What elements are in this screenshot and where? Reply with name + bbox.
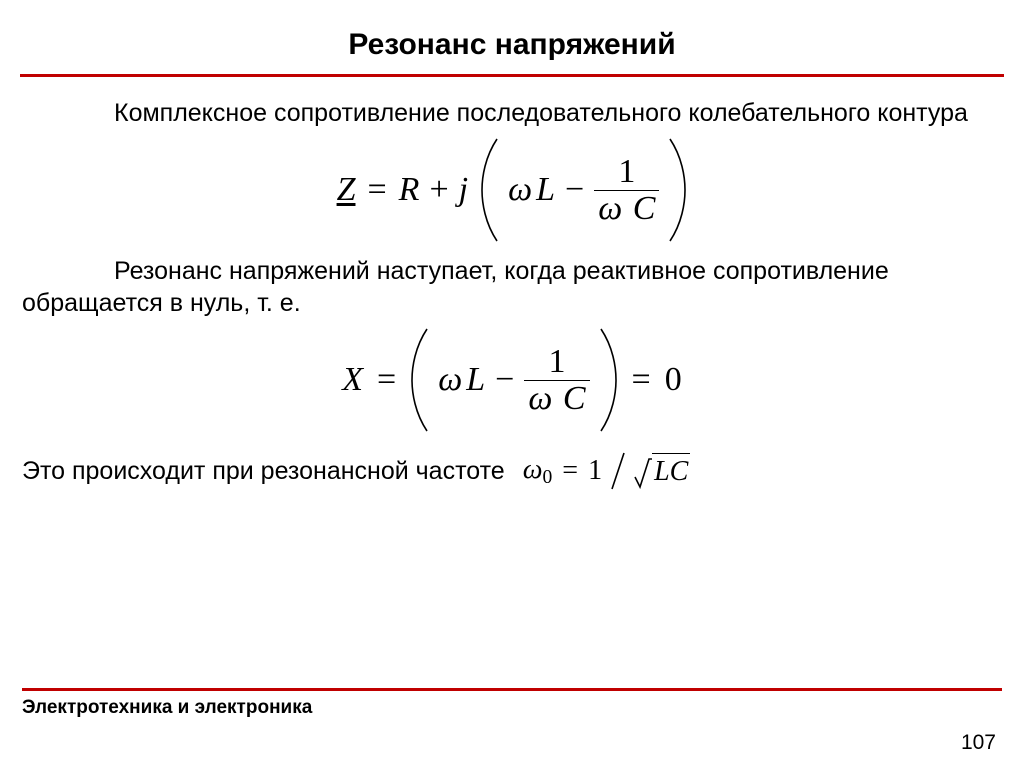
bottom-divider (22, 688, 1002, 691)
paragraph-3: Это происходит при резонансной частоте (22, 455, 505, 487)
eq2-zero: 0 (665, 358, 682, 402)
eq3-slash (608, 451, 628, 491)
eq1-omega1: ω (508, 168, 532, 212)
content-area: Комплексное сопротивление последовательн… (0, 77, 1024, 491)
eq1-minus: − (565, 168, 584, 212)
eq2-omega1: ω (438, 358, 462, 402)
eq1-L: L (536, 168, 555, 212)
eq3-num1: 1 (588, 453, 602, 489)
eq1-R: R (399, 168, 420, 212)
eq1-close-paren (665, 137, 687, 243)
page-title: Резонанс напряжений (0, 0, 1024, 74)
eq3-equals: = (562, 453, 578, 489)
eq2-equals-2: = (632, 358, 651, 402)
eq1-open-paren (480, 137, 502, 243)
eq1-equals: = (367, 168, 386, 212)
equation-1: Z = R + j ω L − 1 ω (22, 137, 1002, 243)
eq2-fraction: 1 ω C (524, 344, 589, 416)
last-line: Это происходит при резонансной частоте ω… (22, 451, 1002, 491)
eq1-num: 1 (594, 154, 659, 190)
paragraph-2: Резонанс напряжений наступает, когда реа… (22, 255, 1002, 319)
eq1-plus: + (429, 168, 448, 212)
eq3-sub0: 0 (542, 467, 552, 488)
eq2-C: C (563, 380, 586, 417)
footer-area: Электротехника и электроника (22, 688, 1002, 719)
footer-text: Электротехника и электроника (22, 697, 1002, 719)
page-number: 107 (961, 731, 996, 755)
paragraph-1: Комплексное сопротивление последовательн… (22, 97, 1002, 129)
eq2-minus: − (495, 358, 514, 402)
equation-2: X = ω L − 1 ω C (22, 327, 1002, 433)
eq3-L: L (654, 456, 670, 487)
eq3-sqrt: LC (634, 453, 690, 490)
eq1-j: j (459, 168, 468, 212)
eq2-omega2: ω (528, 380, 552, 417)
equation-3: ω0 = 1 LC (523, 451, 691, 491)
eq2-equals-1: = (377, 358, 396, 402)
eq2-open-paren (410, 327, 432, 433)
eq1-C: C (633, 190, 656, 227)
eq2-X: X (342, 358, 363, 402)
eq1-omega2: ω (598, 190, 622, 227)
eq2-num: 1 (524, 344, 589, 380)
eq1-Z: Z (337, 168, 356, 212)
eq3-omega: ω (523, 454, 543, 485)
eq1-fraction: 1 ω C (594, 154, 659, 226)
eq3-C: C (670, 456, 689, 487)
eq2-close-paren (596, 327, 618, 433)
eq2-L: L (466, 358, 485, 402)
